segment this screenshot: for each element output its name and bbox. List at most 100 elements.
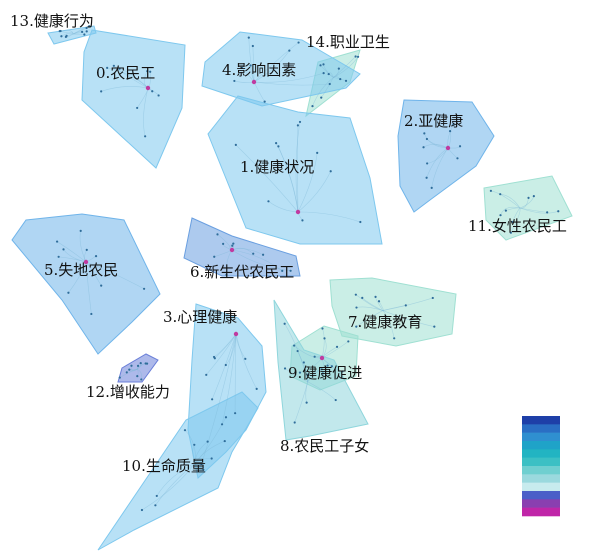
hub-node (233, 331, 239, 337)
legend-swatch (522, 449, 560, 458)
cluster-edge (248, 37, 255, 83)
cluster-region-c12 (117, 353, 159, 383)
cluster-edge (119, 68, 149, 89)
cluster-edge (333, 75, 341, 80)
node-point (118, 376, 121, 379)
node-point (302, 361, 305, 364)
cluster-edge (56, 241, 87, 263)
node-point (359, 220, 362, 224)
cluster-edge (294, 381, 309, 423)
node-point (423, 132, 426, 135)
node-point (145, 362, 149, 365)
node-point (140, 508, 144, 512)
cluster-edge (235, 333, 257, 389)
legend-swatch (522, 482, 560, 492)
node-points (55, 25, 560, 512)
node-point (361, 296, 364, 299)
node-point (426, 162, 429, 165)
cluster-label-c11: 11.女性农民工 (468, 217, 567, 235)
cluster-edge (107, 67, 149, 89)
cluster-edge (275, 143, 299, 213)
node-point (136, 106, 139, 110)
node-point (326, 364, 329, 367)
node-point (489, 189, 492, 192)
node-point (319, 64, 322, 67)
node-point (125, 371, 128, 374)
node-point (316, 151, 319, 154)
cluster-edge (235, 144, 299, 213)
node-point (223, 439, 226, 443)
node-point (81, 30, 84, 33)
node-point (452, 123, 455, 126)
node-point (499, 214, 502, 217)
cluster-edge (321, 328, 325, 359)
node-point (231, 244, 234, 247)
cluster-edge (131, 365, 138, 372)
node-point (57, 255, 60, 258)
cluster-edge (206, 333, 237, 376)
cluster-edge (137, 368, 142, 380)
legend-swatch (522, 507, 560, 517)
node-point (60, 35, 63, 38)
node-point (311, 105, 314, 108)
node-point (320, 96, 323, 99)
node-point (321, 372, 324, 375)
node-point (356, 55, 360, 58)
node-point (344, 79, 348, 82)
node-point (296, 124, 299, 127)
cluster-region-c5 (11, 213, 161, 355)
cluster-edge (382, 305, 406, 311)
node-point (377, 300, 381, 303)
node-point (355, 306, 358, 309)
legend-swatch (522, 491, 560, 500)
cluster-edge (253, 42, 299, 83)
cluster-edge (61, 32, 74, 37)
hub-node (251, 79, 257, 85)
cluster-edge (297, 152, 318, 213)
cluster-edge (68, 261, 87, 293)
cluster-edge (234, 333, 237, 414)
node-point (458, 145, 462, 148)
node-point (456, 157, 459, 160)
cluster-edge (356, 306, 383, 311)
node-point (557, 210, 560, 213)
node-point (321, 327, 324, 330)
legend-swatch (522, 441, 560, 450)
cluster-edge (195, 417, 227, 464)
cluster-edge (297, 171, 331, 213)
node-point (404, 304, 407, 307)
node-point (144, 135, 147, 138)
cluster-label-c2: 2.亚健康 (404, 112, 463, 130)
node-point (225, 273, 228, 276)
node-point (283, 367, 287, 370)
cluster-edge (423, 144, 449, 149)
node-point (301, 219, 304, 222)
cluster-label-c9: 9.健康促进 (288, 364, 362, 382)
node-point (67, 291, 70, 294)
cluster-edge (101, 86, 149, 92)
node-point (430, 186, 433, 189)
node-point (112, 64, 115, 67)
node-point (327, 72, 330, 76)
node-point (85, 248, 88, 252)
cluster-edge (426, 147, 449, 178)
cluster-edge (225, 333, 237, 366)
node-point (249, 64, 252, 67)
hub-node (229, 247, 235, 253)
node-point (130, 364, 133, 367)
node-point (252, 252, 255, 255)
hub-node (319, 355, 325, 361)
cluster-edge (519, 207, 559, 214)
node-point (293, 344, 296, 347)
node-point (298, 120, 302, 124)
node-point (183, 429, 187, 432)
node-point (100, 284, 103, 287)
hub-node (145, 85, 151, 91)
node-point (234, 412, 237, 415)
node-point (244, 357, 247, 360)
cluster-region-c4 (201, 31, 361, 107)
node-point (329, 170, 332, 173)
node-point (546, 211, 549, 214)
hub-node (83, 259, 89, 265)
cluster-edge (253, 81, 330, 86)
